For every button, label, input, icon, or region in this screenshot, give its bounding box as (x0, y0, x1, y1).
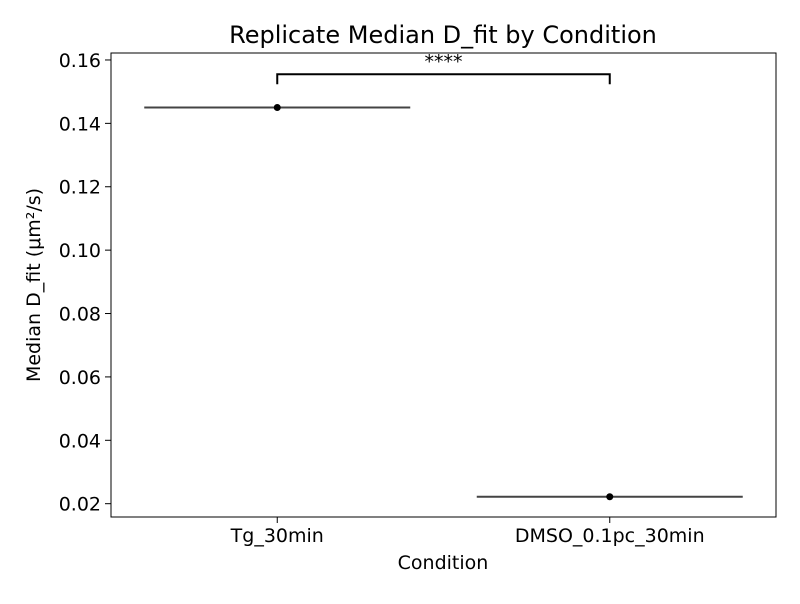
y-tick-label: 0.10 (59, 240, 101, 262)
x-axis: Tg_30min DMSO_0.1pc_30min (230, 517, 705, 547)
x-tick-label: Tg_30min (230, 525, 324, 547)
significance-bracket (276, 73, 611, 85)
y-tick-label: 0.06 (59, 367, 101, 389)
x-axis-label: Condition (398, 552, 489, 574)
significance-label: **** (425, 51, 463, 73)
axes-frame (110, 52, 777, 518)
replicate-point (273, 104, 281, 112)
y-tick-label: 0.04 (59, 430, 101, 452)
y-axis-label: Median D_fit (μm²/s) (23, 188, 45, 382)
y-tick-label: 0.14 (59, 113, 101, 135)
y-tick-label: 0.08 (59, 304, 101, 326)
y-tick-label: 0.12 (59, 177, 101, 199)
replicate-point (606, 493, 614, 501)
plot-area (144, 104, 743, 501)
x-tick-label: DMSO_0.1pc_30min (515, 525, 705, 547)
chart-title: Replicate Median D_fit by Condition (229, 21, 657, 49)
y-tick-label: 0.02 (59, 494, 101, 516)
y-axis: 0.02 0.04 0.06 0.08 0.10 0.12 0.14 0.16 (59, 50, 111, 516)
significance-annotation: **** (276, 51, 611, 85)
y-tick-label: 0.16 (59, 50, 101, 72)
